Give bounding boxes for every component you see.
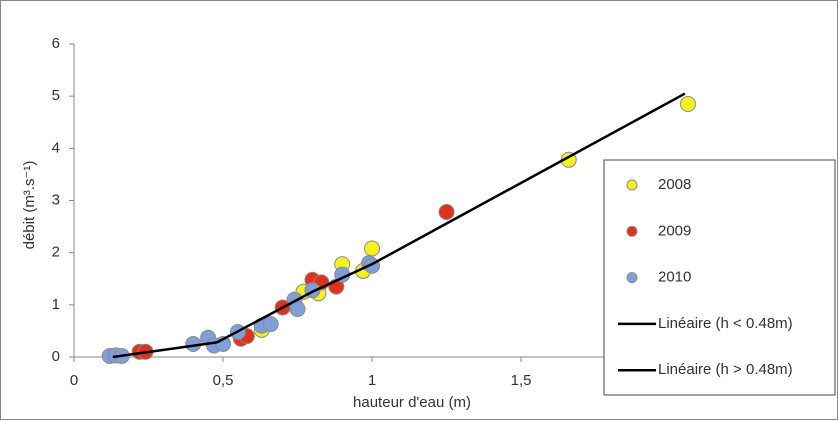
y-tick-label: 4 <box>52 139 60 156</box>
fit-line <box>216 92 686 344</box>
y-axis-label: débit (m³.s⁻¹) <box>21 161 38 250</box>
x-tick-label: 0,5 <box>213 372 234 389</box>
legend-box <box>603 159 836 396</box>
x-tick-label: 1,5 <box>511 372 532 389</box>
y-tick-label: 2 <box>52 244 60 261</box>
legend-marker <box>626 225 638 237</box>
x-tick-label: 1 <box>368 372 376 389</box>
data-point <box>364 240 381 257</box>
data-point <box>262 316 279 333</box>
legend-label: Linéaire (h < 0.48m) <box>658 315 793 332</box>
data-point <box>438 203 455 220</box>
y-tick-label: 0 <box>52 348 60 365</box>
x-tick-label: 0 <box>70 372 78 389</box>
data-point <box>679 95 696 112</box>
y-tick-label: 3 <box>52 191 60 208</box>
y-tick-label: 6 <box>52 35 60 52</box>
x-axis-label: hauteur d'eau (m) <box>353 394 471 411</box>
legend-label: 2010 <box>658 269 691 286</box>
legend-label: 2008 <box>658 176 691 193</box>
legend-marker <box>626 179 638 191</box>
data-point <box>289 301 306 318</box>
fit-line <box>112 341 218 359</box>
legend-label: 2009 <box>658 222 691 239</box>
legend-marker <box>626 272 638 284</box>
y-tick-label: 1 <box>52 296 60 313</box>
legend-label: Linéaire (h > 0.48m) <box>658 361 793 378</box>
y-tick-label: 5 <box>52 87 60 104</box>
